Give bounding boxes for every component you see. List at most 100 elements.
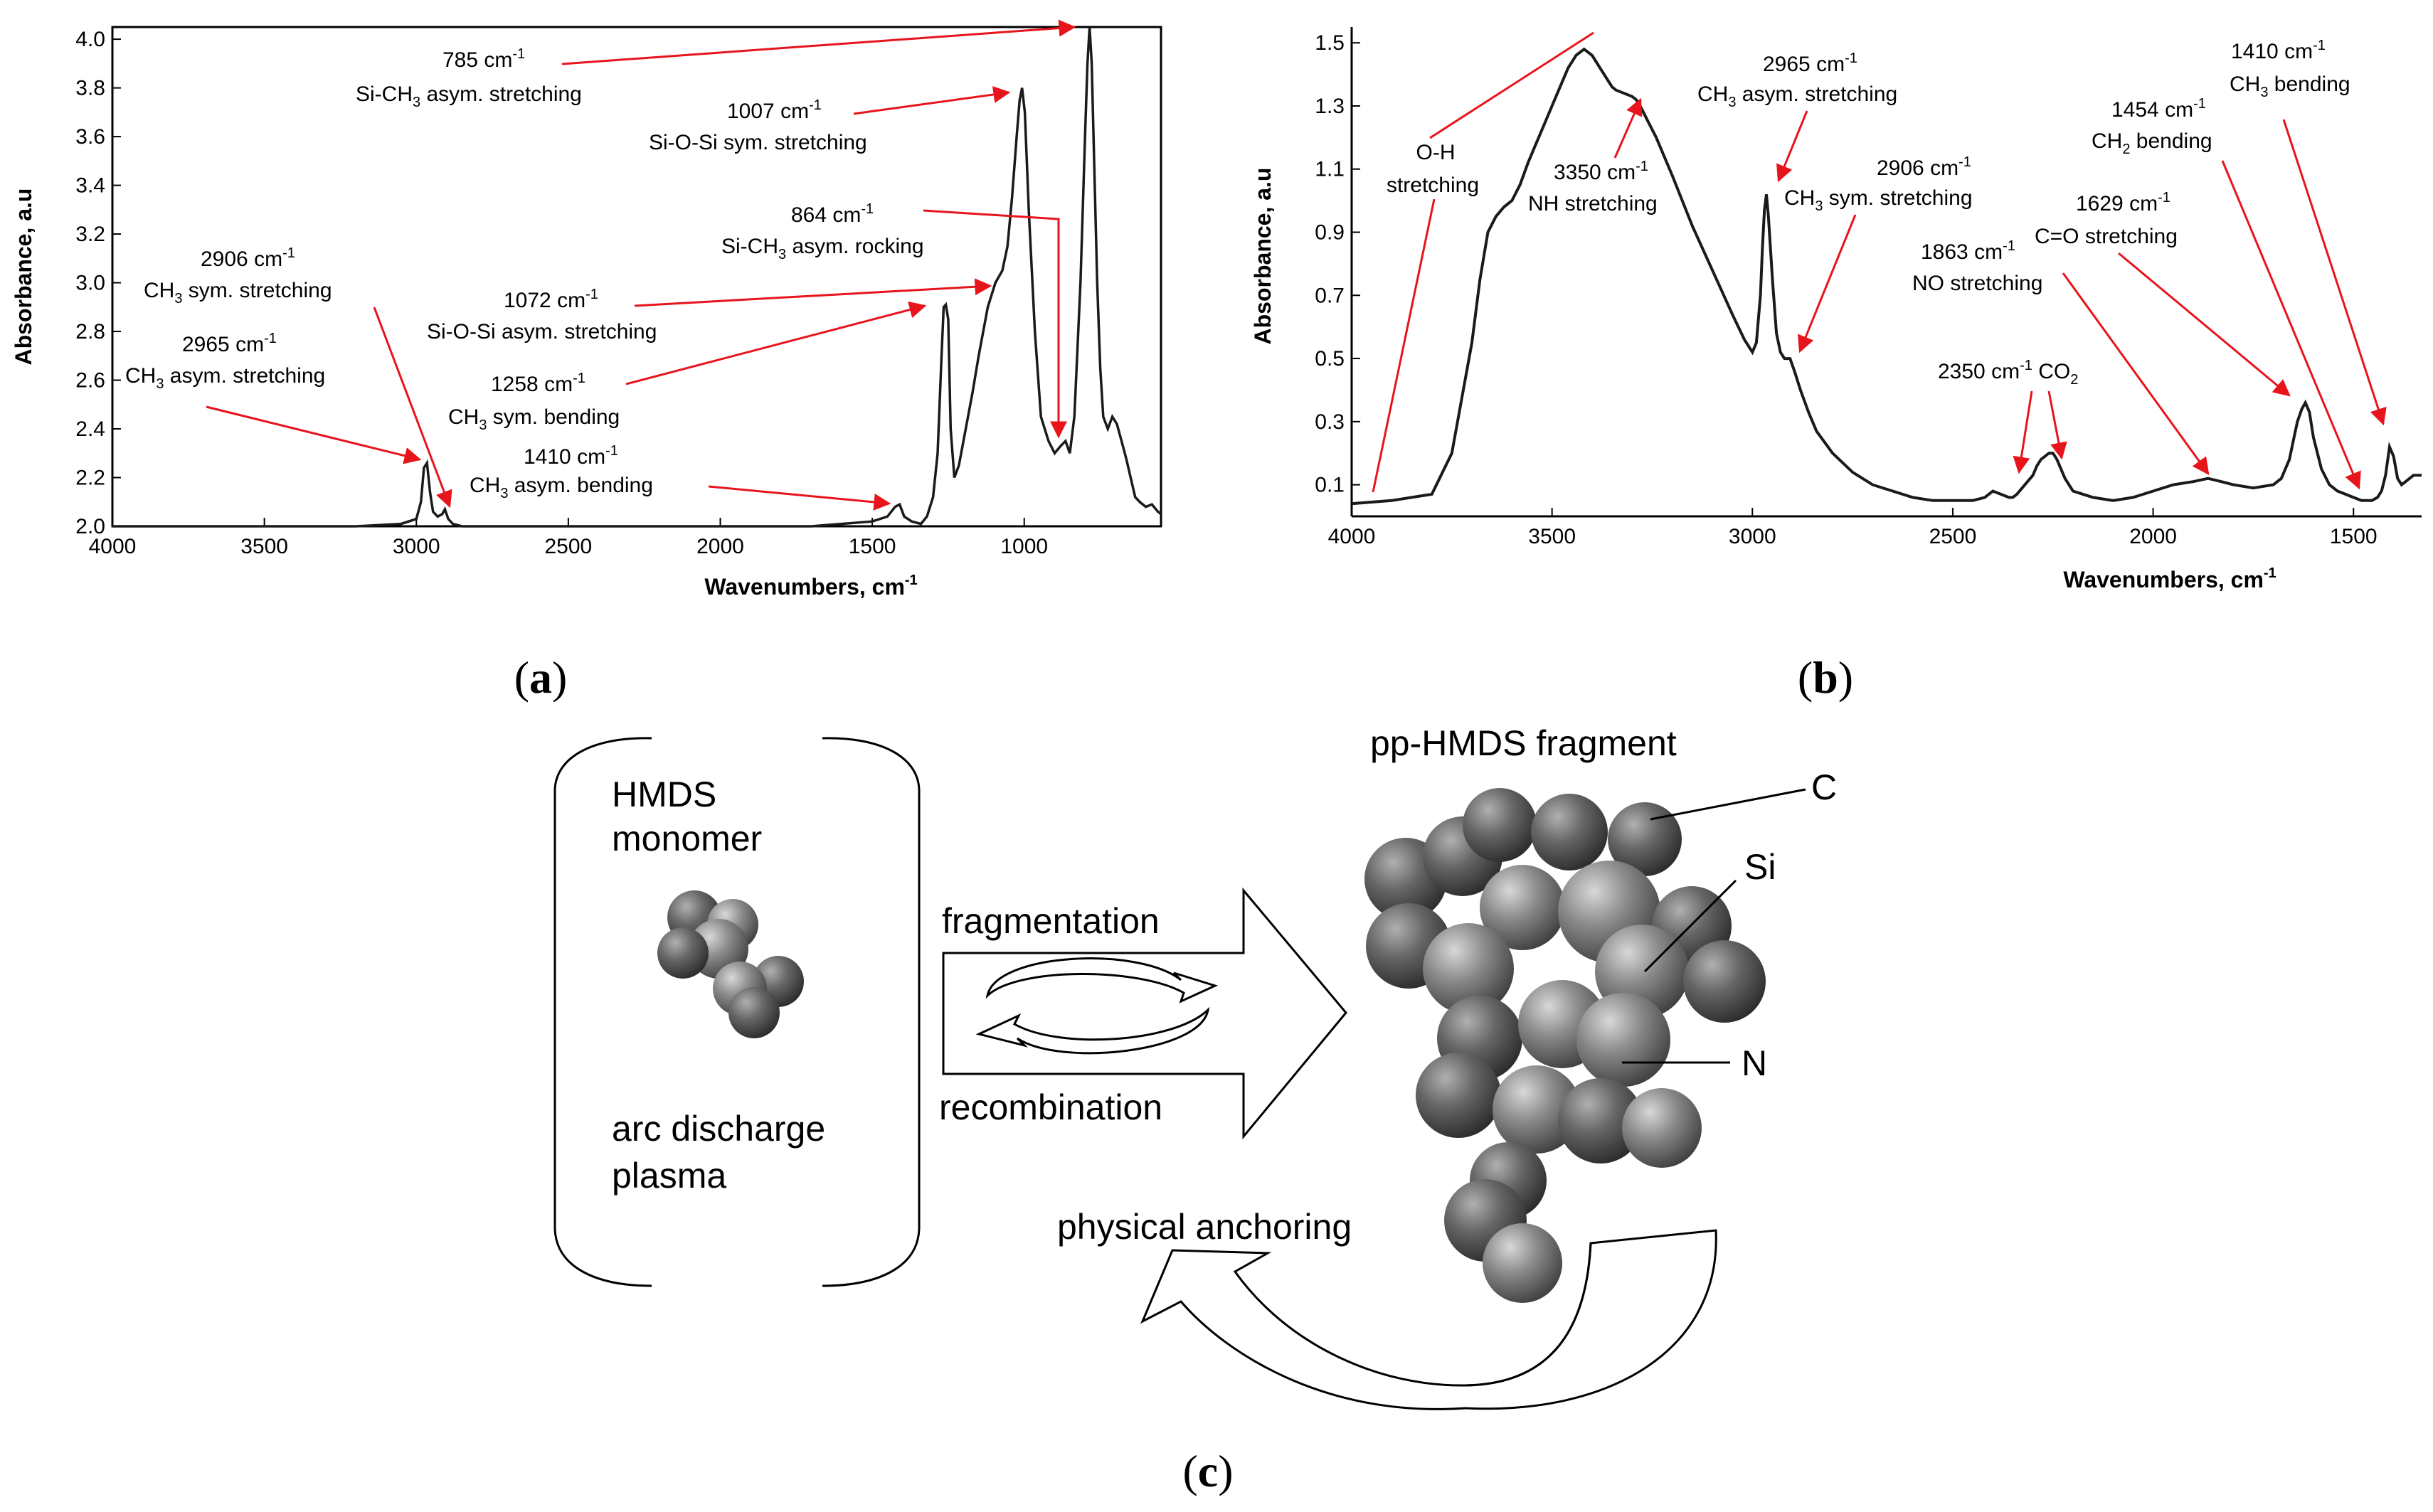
chart-a-y-tick-label: 3.6 <box>75 125 105 149</box>
chart-a-annotation-1410: 1410 cm-1 CH3 asym. bending <box>470 443 891 511</box>
ann-co-line2: C=O stretching <box>2035 225 2178 248</box>
anchoring-arrow-inner <box>1465 1242 1592 1387</box>
ann-785-arrow <box>561 19 1076 65</box>
chart-a-x-tick-label: 4000 <box>89 535 137 558</box>
ann-1007-arrow <box>853 86 1011 115</box>
anchoring-arrow <box>1140 1229 1717 1410</box>
svg-text:fragmentation: fragmentation <box>942 901 1160 941</box>
ann-no-line1-sup: -1 <box>2003 238 2015 254</box>
chart-b-annotation-ch3-bending: 1410 cm-1 CH3 bending <box>2230 38 2387 426</box>
ann-ch2-line2a: CH <box>2092 129 2122 153</box>
svg-text:CH3 asym. bending: CH3 asym. bending <box>470 474 653 501</box>
svg-text:NO stretching: NO stretching <box>1912 272 2042 295</box>
ann-no-arrow <box>2062 272 2210 475</box>
svg-text:1007 cm-1: 1007 cm-1 <box>727 97 822 123</box>
ann-1072-arrow <box>634 278 992 307</box>
fragment-atom <box>1608 802 1682 876</box>
diagram-c: HMDS monomer arc discharge plasma fragme… <box>553 723 1837 1496</box>
ann-ch2-line1-sup: -1 <box>2193 96 2206 112</box>
ann-2965-label: 2965 cm <box>182 333 264 356</box>
ann-864-desc-rest: asym. rocking <box>786 235 923 258</box>
svg-text:785 cm-1: 785 cm-1 <box>442 46 525 72</box>
ann-nh-line1-sup: -1 <box>1636 159 1648 174</box>
ann-1410-desc-rest: asym. bending <box>508 474 652 497</box>
chart-a-y-tick-label: 2.0 <box>75 515 105 538</box>
chart-a-x-axis: 4000 3500 3000 2500 2000 1500 1000 <box>89 518 1048 558</box>
ann-co2-line1b: CO <box>2032 360 2070 383</box>
ann-1410-desc-sub: 3 <box>500 486 508 501</box>
svg-text:CH3 bending: CH3 bending <box>2230 73 2350 100</box>
ann-b2906-line2b: sym. stretching <box>1823 186 1972 210</box>
chart-b-annotation-2906: 2906 cm-1 CH3 sym. stretching <box>1784 154 1973 353</box>
atom-c-pointer <box>1650 788 1806 821</box>
chart-b-y-tick-label: 0.5 <box>1315 347 1345 371</box>
plasma-line2: plasma <box>612 1156 726 1196</box>
right-bracket <box>822 737 921 1287</box>
panel-label-c-letter: c <box>1198 1446 1218 1496</box>
ann-nh-line2: NH stretching <box>1528 192 1658 215</box>
ann-b2965-line2b: asym. stretching <box>1736 82 1897 106</box>
chart-a-x-tick-label: 2000 <box>696 535 744 558</box>
fragment-atom <box>1493 1065 1581 1154</box>
ann-co2-line1-sup: -1 <box>2020 358 2032 373</box>
ann-b2965-line2-sub: 3 <box>1728 95 1736 110</box>
panel-label-a: (a) <box>514 652 568 703</box>
ann-oh-line-b <box>1372 198 1436 493</box>
chart-b-annotation-oh: O-H stretching <box>1372 31 1594 493</box>
chart-a-y-tick-label: 2.6 <box>75 369 105 393</box>
ann-co-line1-sup: -1 <box>2158 190 2170 206</box>
chart-b: 0.1 0.3 0.5 0.7 0.9 1.1 1.3 1.5 4000 3500 3000 250… <box>1250 27 2422 703</box>
chart-b-y-tick-label: 0.3 <box>1315 410 1345 434</box>
chart-b-y-tick-label: 1.5 <box>1315 31 1345 55</box>
chart-a-annotation-1258: 1258 cm-1 CH3 sym. bending <box>448 301 927 433</box>
ann-b2906-line1: 2906 cm <box>1877 156 1958 180</box>
ann-ch2-line2-sub: 2 <box>2122 142 2130 157</box>
chart-a-x-tick-label: 3000 <box>393 535 440 558</box>
atom-si-label: Si <box>1744 847 1776 887</box>
ann-2965-desc-sub: 3 <box>156 376 164 392</box>
svg-text:C: C <box>1811 767 1837 807</box>
ann-2965-desc-rest: asym. stretching <box>164 364 325 388</box>
cycle-arrow-bottom <box>975 1006 1210 1055</box>
chart-a-annotation-864: 864 cm-1 Si-CH3 asym. rocking <box>721 201 1067 439</box>
svg-text:1863 cm-1: 1863 cm-1 <box>1921 238 2015 264</box>
svg-text:1410 cm-1: 1410 cm-1 <box>524 443 618 469</box>
ann-1410-arrow <box>708 485 891 511</box>
ann-864-arrow <box>923 209 1067 439</box>
svg-text:HMDS: HMDS <box>612 774 716 814</box>
ann-nh-line1: 3350 cm <box>1554 161 1636 184</box>
ann-b2965-line1: 2965 cm <box>1763 53 1845 76</box>
ann-b2906-arrow <box>1798 214 1857 353</box>
ann-1410-desc: CH <box>470 474 500 497</box>
svg-text:CH2 bending: CH2 bending <box>2092 129 2212 157</box>
fragment-atom <box>1576 993 1670 1087</box>
chart-b-x-label-sup: -1 <box>2264 565 2276 581</box>
chart-a-y-tick-label: 3.2 <box>75 223 105 246</box>
chart-b-y-tick-label: 0.7 <box>1315 284 1345 307</box>
ann-ch2-line2b: bending <box>2130 129 2212 153</box>
svg-text:pp-HMDS fragment: pp-HMDS fragment <box>1370 723 1677 763</box>
ann-2906-sup: -1 <box>282 245 295 261</box>
ann-1258-arrow <box>625 301 927 385</box>
ann-nh-arrow <box>1613 97 1643 159</box>
atom-si-pointer <box>1643 879 1737 973</box>
ann-co-line1: 1629 cm <box>2076 192 2158 215</box>
svg-text:CH3 asym. stretching: CH3 asym. stretching <box>125 364 325 392</box>
svg-text:CH3 asym. stretching: CH3 asym. stretching <box>1697 82 1897 110</box>
chart-b-y-axis: 0.1 0.3 0.5 0.7 0.9 1.1 1.3 1.5 <box>1315 31 1360 497</box>
panel-label-c: (c) <box>1182 1446 1233 1496</box>
chart-b-y-tick-label: 0.1 <box>1315 474 1345 497</box>
ann-co2-arrow-a <box>2013 390 2033 474</box>
svg-text:physical anchoring: physical anchoring <box>1057 1207 1352 1247</box>
fragment-title: pp-HMDS fragment <box>1370 723 1677 763</box>
chart-b-annotation-nh: 3350 cm-1 NH stretching <box>1528 97 1658 215</box>
ann-2906-arrow <box>373 307 452 509</box>
ann-785-desc: Si-CH <box>356 82 413 106</box>
svg-text:Si-O-Si asym. stretching: Si-O-Si asym. stretching <box>427 320 657 344</box>
pp-hmds-fragment-molecule <box>1364 788 1766 1303</box>
ann-2965-sup: -1 <box>264 331 277 346</box>
ann-2965-arrow <box>206 405 422 464</box>
chart-a-y-label-text: Absorbance, a.u <box>11 188 36 366</box>
ann-co2-line1: 2350 cm <box>1938 360 2020 383</box>
